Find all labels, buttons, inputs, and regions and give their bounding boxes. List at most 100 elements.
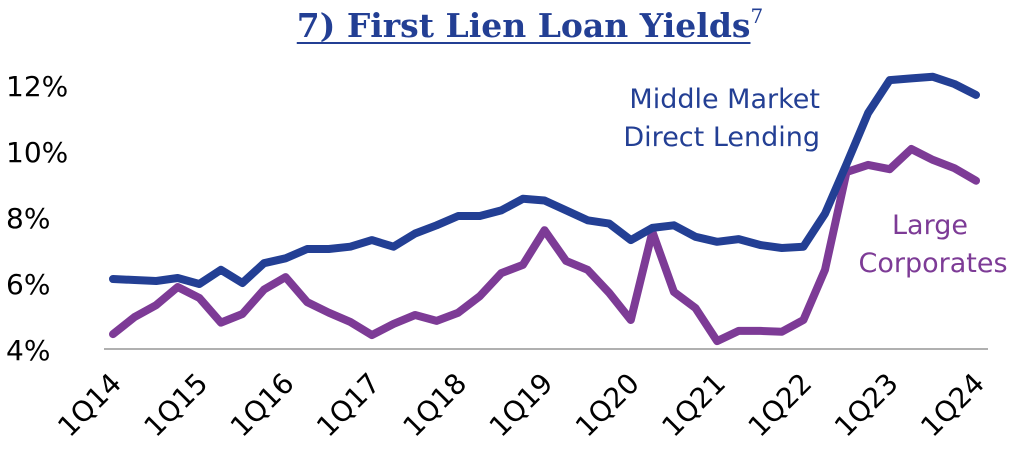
label-middle-market: Middle Market bbox=[629, 84, 820, 115]
x-tick-label: 1Q21 bbox=[655, 367, 732, 444]
data-point bbox=[781, 247, 783, 249]
data-point bbox=[544, 200, 545, 201]
label-direct-lending: Direct Lending bbox=[623, 122, 820, 153]
x-tick-label: 1Q22 bbox=[742, 367, 819, 444]
data-point bbox=[457, 312, 459, 314]
data-point bbox=[112, 333, 114, 335]
data-point bbox=[867, 112, 869, 114]
label-large: Large bbox=[892, 210, 968, 241]
data-point bbox=[414, 314, 416, 316]
series-line-large-corporates bbox=[109, 145, 980, 346]
data-point bbox=[522, 264, 524, 266]
data-point bbox=[134, 316, 136, 318]
x-tick-label: 1Q24 bbox=[914, 367, 991, 444]
chart-title-text: 7) First Lien Loan Yields bbox=[296, 6, 751, 45]
data-point bbox=[824, 213, 826, 215]
y-tick-label: 10% bbox=[6, 136, 68, 169]
x-tick-label: 1Q18 bbox=[396, 367, 473, 444]
y-tick-label: 12% bbox=[6, 70, 68, 103]
data-point bbox=[436, 224, 438, 226]
data-point bbox=[565, 209, 567, 211]
data-point bbox=[500, 209, 502, 211]
data-point bbox=[177, 286, 179, 288]
y-tick-label: 8% bbox=[6, 202, 50, 235]
data-point bbox=[738, 330, 740, 332]
data-point bbox=[198, 283, 200, 285]
data-point bbox=[392, 323, 394, 325]
data-point bbox=[241, 282, 243, 284]
data-point bbox=[198, 297, 200, 299]
data-point bbox=[565, 260, 567, 262]
label-corporates: Corporates bbox=[858, 248, 1007, 279]
x-tick-label: 1Q15 bbox=[138, 367, 215, 444]
x-tick-label: 1Q14 bbox=[51, 367, 128, 444]
data-point bbox=[241, 313, 243, 315]
data-point bbox=[910, 77, 912, 79]
data-point bbox=[479, 295, 481, 297]
data-point bbox=[910, 148, 912, 150]
data-point bbox=[371, 239, 373, 241]
data-point bbox=[695, 236, 697, 238]
data-point bbox=[932, 159, 934, 161]
data-point bbox=[436, 320, 438, 322]
y-tick-label: 4% bbox=[6, 334, 50, 367]
data-point bbox=[889, 79, 891, 81]
data-point bbox=[716, 241, 718, 243]
data-point bbox=[500, 272, 502, 274]
data-point bbox=[608, 292, 610, 294]
data-point bbox=[889, 168, 891, 170]
data-point bbox=[953, 83, 955, 85]
data-point bbox=[975, 94, 977, 96]
data-point bbox=[285, 276, 287, 278]
x-tick-label: 1Q16 bbox=[224, 367, 301, 444]
data-point bbox=[651, 227, 653, 229]
data-point bbox=[716, 340, 718, 342]
data-point bbox=[759, 244, 761, 246]
data-point bbox=[630, 239, 632, 241]
data-point bbox=[328, 312, 330, 314]
data-point bbox=[457, 215, 459, 217]
data-point bbox=[155, 304, 157, 306]
data-point bbox=[608, 223, 610, 225]
data-point bbox=[263, 262, 265, 264]
data-point bbox=[349, 321, 351, 323]
data-point bbox=[932, 76, 934, 78]
data-point bbox=[759, 330, 761, 332]
data-point bbox=[155, 280, 157, 282]
y-tick-label: 6% bbox=[6, 268, 50, 301]
data-point bbox=[544, 229, 545, 231]
data-point bbox=[867, 164, 869, 166]
data-point bbox=[630, 319, 632, 321]
data-point bbox=[328, 248, 330, 250]
chart-title: 7) First Lien Loan Yields7 bbox=[0, 4, 1030, 45]
data-point bbox=[673, 224, 675, 226]
data-point bbox=[802, 319, 804, 321]
data-point bbox=[177, 277, 179, 279]
data-point bbox=[371, 334, 373, 336]
data-point bbox=[112, 278, 114, 280]
data-point bbox=[738, 238, 740, 240]
data-point bbox=[587, 269, 589, 271]
title-footnote: 7 bbox=[750, 4, 764, 28]
data-point bbox=[479, 215, 481, 217]
data-point bbox=[673, 291, 675, 293]
x-tick-label: 1Q19 bbox=[483, 367, 560, 444]
data-point bbox=[953, 167, 955, 169]
data-point bbox=[263, 289, 265, 291]
data-point bbox=[975, 180, 977, 182]
data-point bbox=[134, 279, 136, 281]
data-point bbox=[285, 257, 287, 259]
data-point bbox=[306, 301, 308, 303]
data-point bbox=[392, 246, 394, 248]
x-tick-label: 1Q20 bbox=[569, 367, 646, 444]
data-point bbox=[414, 233, 416, 234]
x-tick-label: 1Q23 bbox=[828, 367, 905, 444]
data-point bbox=[695, 307, 697, 309]
data-point bbox=[802, 246, 804, 248]
data-point bbox=[824, 269, 826, 271]
x-tick-label: 1Q17 bbox=[310, 367, 387, 444]
data-point bbox=[349, 246, 351, 248]
data-point bbox=[306, 248, 308, 250]
data-point bbox=[587, 219, 589, 221]
